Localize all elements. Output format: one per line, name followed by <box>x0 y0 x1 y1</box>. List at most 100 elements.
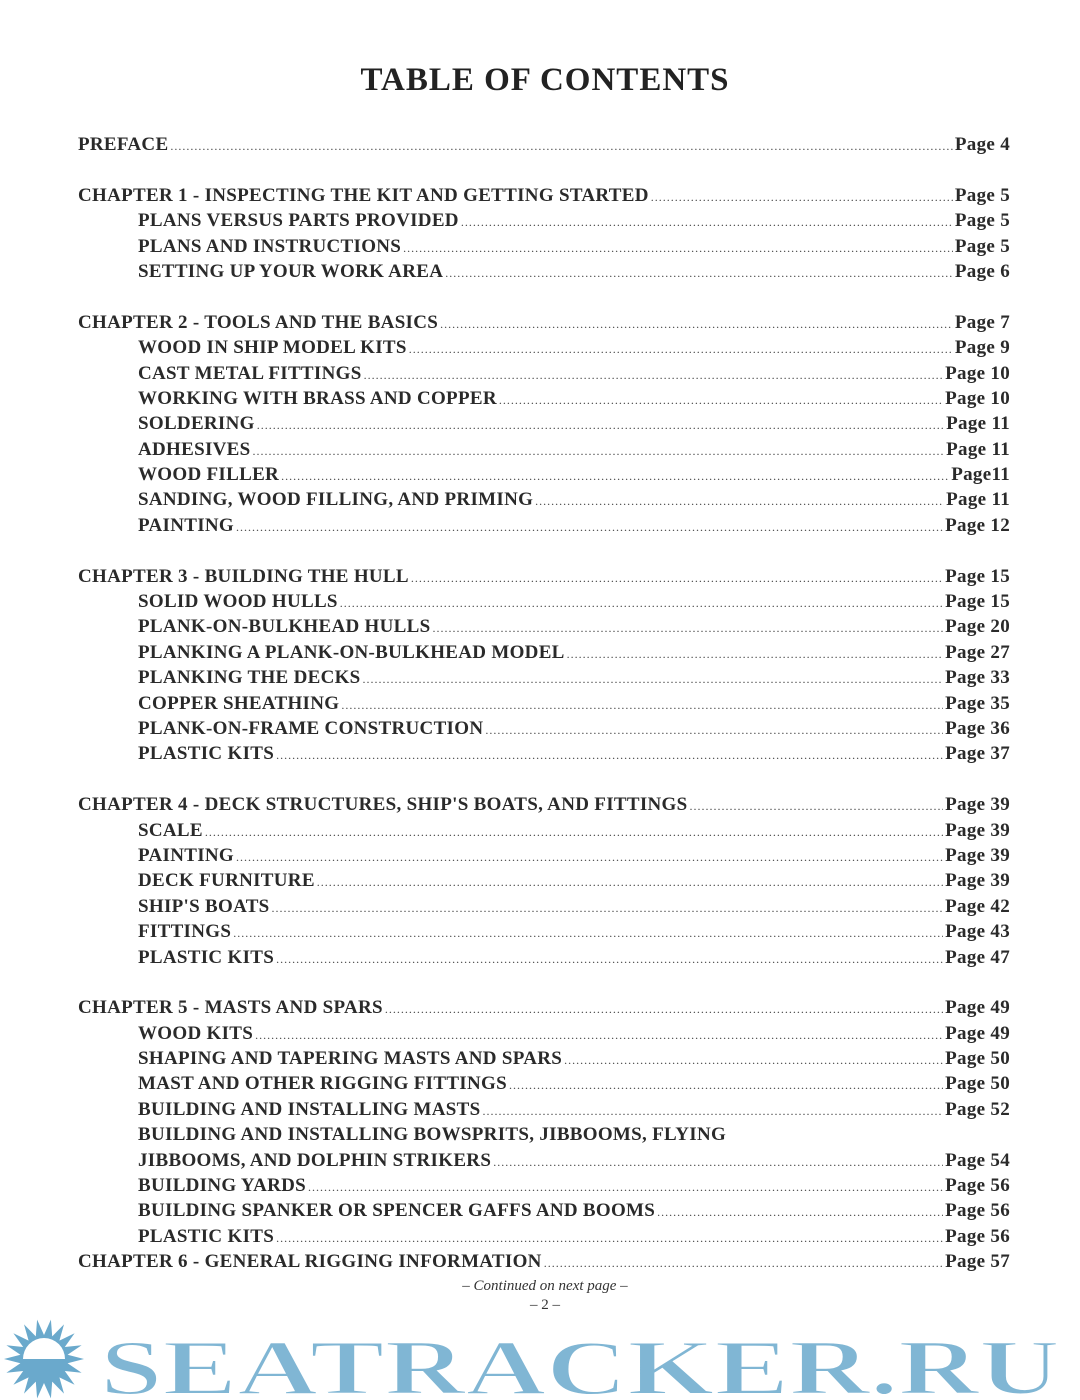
entry-page: Page 49 <box>945 997 1010 1019</box>
toc-section: CHAPTER 6 - GENERAL RIGGING INFORMATION P… <box>78 1249 1010 1274</box>
entry-title: CHAPTER 1 - INSPECTING THE KIT AND GETTI… <box>78 184 649 206</box>
dot-leader <box>233 921 943 946</box>
entry-page: Page11 <box>951 464 1010 486</box>
toc-subentry: WOOD KITS Page 49 <box>78 1021 1010 1046</box>
dot-leader <box>363 667 944 692</box>
dot-leader <box>257 413 944 438</box>
entry-title: SETTING UP YOUR WORK AREA <box>138 260 444 282</box>
watermark-text: SEATRACKER.RU <box>100 1324 1060 1400</box>
entry-title: PLANKING A PLANK-ON-BULKHEAD MODEL <box>138 641 565 663</box>
entry-page: Page 11 <box>946 413 1010 435</box>
dot-leader <box>276 743 943 768</box>
toc-subentry: SETTING UP YOUR WORK AREA Page 6 <box>78 259 1010 284</box>
dot-leader <box>499 388 943 413</box>
entry-page: Page 12 <box>945 514 1010 536</box>
entry-title: SANDING, WOOD FILLING, AND PRIMING <box>138 489 534 511</box>
entry-page: Page 20 <box>945 616 1010 638</box>
entry-page: Page 11 <box>946 438 1010 460</box>
dot-leader <box>272 896 944 921</box>
entry-page: Page 15 <box>945 565 1010 587</box>
entry-title: JIBBOOMS, AND DOLPHIN STRIKERS <box>138 1149 492 1171</box>
toc-subentry: PAINTING Page 12 <box>78 513 1010 538</box>
entry-title: CHAPTER 2 - TOOLS AND THE BASICS <box>78 311 439 333</box>
toc-subentry: DECK FURNITURE Page 39 <box>78 868 1010 893</box>
toc-subentry: PLASTIC KITS Page 56 <box>78 1224 1010 1249</box>
entry-page: Page 27 <box>945 641 1010 663</box>
entry-page: Page 10 <box>945 387 1010 409</box>
entry-title: WOOD FILLER <box>138 464 280 486</box>
toc-subentry: WORKING WITH BRASS AND COPPER Page 10 <box>78 386 1010 411</box>
toc-subentry: PLANS VERSUS PARTS PROVIDED Page 5 <box>78 208 1010 233</box>
dot-leader <box>651 185 953 210</box>
entry-page: Page 39 <box>945 844 1010 866</box>
entry-title: PLASTIC KITS <box>138 946 275 968</box>
entry-title: BUILDING SPANKER OR SPENCER GAFFS AND BO… <box>138 1200 656 1222</box>
toc-subentry: SCALE Page 39 <box>78 818 1010 843</box>
toc-subentry: PLANK-ON-FRAME CONSTRUCTION Page 36 <box>78 716 1010 741</box>
sun-icon <box>4 1319 84 1399</box>
entry-page: Page 56 <box>945 1200 1010 1222</box>
entry-page: Page 15 <box>945 591 1010 613</box>
toc-chapter-entry: CHAPTER 4 - DECK STRUCTURES, SHIP'S BOAT… <box>78 792 1010 817</box>
entry-title: SCALE <box>138 819 203 841</box>
dot-leader <box>255 1023 943 1048</box>
entry-page: Page 36 <box>945 717 1010 739</box>
entry-page: Page 43 <box>945 921 1010 943</box>
toc-section: CHAPTER 1 - INSPECTING THE KIT AND GETTI… <box>78 183 1010 285</box>
toc-section: CHAPTER 3 - BUILDING THE HULLPage 15SOLI… <box>78 564 1010 767</box>
entry-page: Page 49 <box>945 1022 1010 1044</box>
entry-title: WOOD KITS <box>138 1022 254 1044</box>
entry-page: Page 42 <box>945 895 1010 917</box>
toc-subentry: PLANKING A PLANK-ON-BULKHEAD MODEL Page 2… <box>78 640 1010 665</box>
dot-leader <box>690 794 944 819</box>
dot-leader <box>340 591 943 616</box>
entry-title: WOOD IN SHIP MODEL KITS <box>138 337 407 359</box>
entry-page: Page 9 <box>954 337 1010 359</box>
toc-chapter-entry: CHAPTER 3 - BUILDING THE HULL Page 15 <box>78 564 1010 589</box>
entry-title: WORKING WITH BRASS AND COPPER <box>138 387 497 409</box>
dot-leader <box>385 997 943 1022</box>
toc-chapter-entry: CHAPTER 5 - MASTS AND SPARS Page 49 <box>78 995 1010 1020</box>
dot-leader <box>403 236 953 261</box>
entry-title: COPPER SHEATHING <box>138 692 340 714</box>
dot-leader <box>276 947 943 972</box>
entry-title: FITTINGS <box>138 921 232 943</box>
toc-subentry: SHIP'S BOATS Page 42 <box>78 894 1010 919</box>
entry-page: Page 33 <box>945 667 1010 689</box>
entry-title: ADHESIVES <box>138 438 251 460</box>
dot-leader <box>445 261 953 286</box>
toc-subentry: FITTINGS Page 43 <box>78 919 1010 944</box>
toc-subentry: PLANK-ON-BULKHEAD HULLS Page 20 <box>78 614 1010 639</box>
toc-subentry: MAST AND OTHER RIGGING FITTINGS Page 50 <box>78 1071 1010 1096</box>
dot-leader <box>493 1150 943 1175</box>
entry-page: Page 47 <box>945 946 1010 968</box>
entry-page: Page 50 <box>945 1048 1010 1070</box>
continued-note: – Continued on next page – <box>462 1278 628 1294</box>
toc-subentry: SANDING, WOOD FILLING, AND PRIMING Page 1… <box>78 487 1010 512</box>
page-number: – 2 – <box>530 1297 560 1313</box>
dot-leader <box>281 464 949 489</box>
dot-leader <box>440 312 953 337</box>
entry-page: Page 39 <box>945 819 1010 841</box>
entry-page: Page 4 <box>954 134 1010 155</box>
dot-leader <box>411 566 943 591</box>
entry-title: PLANS VERSUS PARTS PROVIDED <box>138 210 459 232</box>
toc-subentry: CAST METAL FITTINGS Page 10 <box>78 361 1010 386</box>
toc-chapter-entry: CHAPTER 1 - INSPECTING THE KIT AND GETTI… <box>78 183 1010 208</box>
entry-page: Page 5 <box>954 184 1010 206</box>
toc-subentry: COPPER SHEATHING Page 35 <box>78 691 1010 716</box>
entry-title: BUILDING AND INSTALLING MASTS <box>138 1098 481 1120</box>
toc-subentry: WOOD FILLER Page11 <box>78 462 1010 487</box>
dot-leader <box>483 1099 944 1124</box>
dot-leader <box>409 337 953 362</box>
entry-page: Page 5 <box>954 210 1010 232</box>
dot-leader <box>341 693 943 718</box>
entry-title: CAST METAL FITTINGS <box>138 362 362 384</box>
entry-title: CHAPTER 6 - GENERAL RIGGING INFORMATION <box>78 1251 542 1273</box>
dot-leader <box>317 870 943 895</box>
table-of-contents: PREFACE Page 4 CHAPTER 1 - INSPECTING THE … <box>78 132 1010 1275</box>
toc-subentry: ADHESIVES Page 11 <box>78 437 1010 462</box>
entry-page: Page 11 <box>946 489 1010 511</box>
toc-subentry: PLASTIC KITS Page 37 <box>78 741 1010 766</box>
toc-subentry: BUILDING AND INSTALLING BOWSPRITS, JIBBO… <box>78 1122 1010 1147</box>
